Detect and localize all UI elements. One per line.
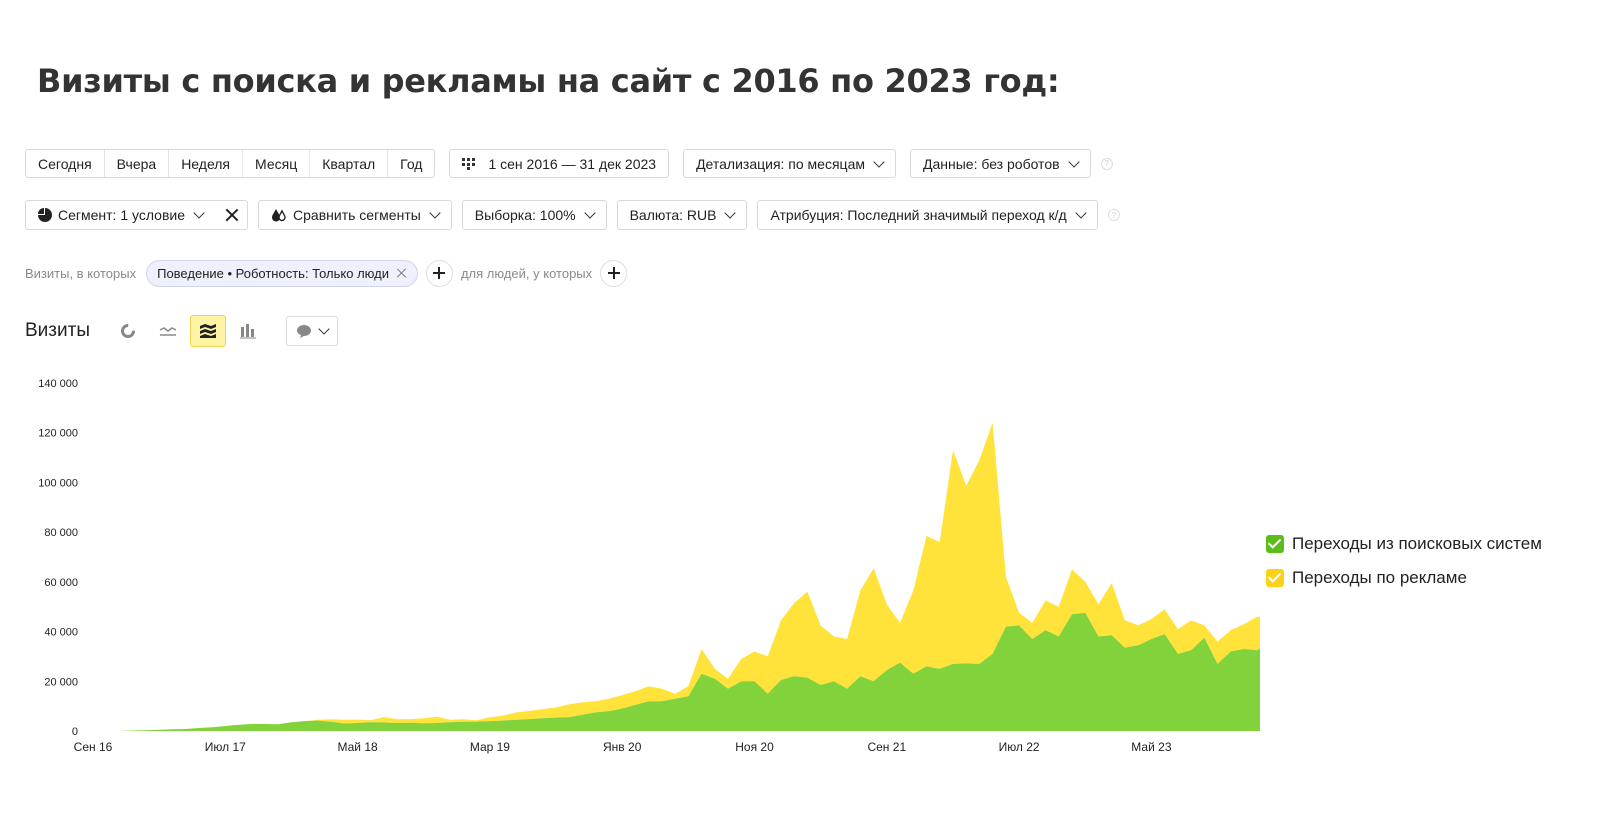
chevron-down-icon	[873, 155, 885, 168]
date-range-label: 1 сен 2016 — 31 дек 2023	[488, 155, 657, 172]
x-tick-label: Мар 19	[470, 740, 510, 754]
x-tick-label: Июл 17	[205, 740, 246, 754]
close-icon[interactable]	[397, 268, 407, 278]
period-today-button[interactable]: Сегодня	[26, 150, 105, 177]
segment-dropdown[interactable]: Сегмент: 1 условие	[25, 200, 249, 230]
detail-dropdown[interactable]: Детализация: по месяцам	[683, 149, 896, 178]
legend-item-ads[interactable]: Переходы по рекламе	[1266, 566, 1542, 590]
comment-icon	[296, 324, 311, 338]
chevron-down-icon	[318, 323, 330, 335]
checkbox-icon[interactable]	[1266, 569, 1284, 587]
period-month-button[interactable]: Месяц	[243, 150, 311, 177]
conditions-middle: для людей, у которых	[460, 265, 593, 281]
period-week-button[interactable]: Неделя	[169, 150, 244, 177]
stacked-area-toggle[interactable]	[189, 315, 226, 347]
x-tick-label: Май 18	[337, 740, 378, 754]
pie-icon	[38, 208, 52, 222]
filters-toolbar: Сегмент: 1 условие Сравнить сегменты Выб…	[25, 200, 1120, 230]
condition-chip[interactable]: Поведение • Роботность: Только люди	[146, 259, 418, 287]
ads-series-area	[93, 422, 1260, 731]
conditions-bar: Визиты, в которых Поведение • Роботность…	[25, 258, 635, 288]
period-switcher: Сегодня Вчера Неделя Месяц Квартал Год	[25, 149, 436, 178]
legend-label-search: Переходы из поисковых систем	[1292, 534, 1542, 553]
legend-item-search[interactable]: Переходы из поисковых систем	[1266, 532, 1542, 556]
line-chart-toggle[interactable]	[150, 315, 186, 347]
notes-dropdown[interactable]	[285, 316, 338, 346]
bar-chart-icon	[239, 324, 256, 339]
chart-title: Визиты	[25, 320, 90, 341]
conditions-prefix: Визиты, в которых	[25, 265, 137, 281]
search-series-area	[93, 612, 1260, 731]
chevron-down-icon	[193, 207, 205, 219]
y-tick-label: 120 000	[38, 428, 78, 440]
add-user-condition-button[interactable]	[600, 259, 628, 287]
visits-area-chart: 0 20 000 40 000 60 000 80 000 100 000 120 000 1…	[38, 378, 1260, 754]
page-title: Визиты с поиска и рекламы на сайт с 2016…	[37, 62, 1060, 100]
help-icon[interactable]: ?	[1107, 209, 1120, 221]
data-filter-label: Данные: без роботов	[922, 155, 1060, 172]
compare-label: Сравнить сегменты	[293, 207, 421, 223]
calendar-icon	[462, 157, 476, 170]
chevron-down-icon	[724, 207, 737, 219]
help-icon[interactable]: ?	[1100, 157, 1113, 170]
close-icon[interactable]	[225, 208, 239, 222]
segment-label: Сегмент: 1 условие	[58, 207, 186, 223]
plus-icon	[607, 267, 620, 279]
y-tick-label: 60 000	[44, 577, 78, 589]
currency-label: Валюта: RUB	[629, 207, 717, 223]
y-tick-label: 40 000	[44, 627, 78, 639]
date-range-picker[interactable]: 1 сен 2016 — 31 дек 2023	[449, 149, 670, 178]
attribution-label: Атрибуция: Последний значимый переход к/…	[770, 207, 1067, 223]
x-tick-label: Янв 20	[603, 740, 642, 754]
y-tick-label: 0	[72, 726, 78, 738]
period-toolbar: Сегодня Вчера Неделя Месяц Квартал Год 1…	[25, 149, 1113, 178]
sample-label: Выборка: 100%	[474, 207, 576, 223]
currency-dropdown[interactable]: Валюта: RUB	[616, 200, 748, 230]
y-tick-label: 20 000	[44, 676, 78, 688]
legend-label-ads: Переходы по рекламе	[1292, 568, 1467, 587]
compare-segments-dropdown[interactable]: Сравнить сегменты	[258, 200, 452, 230]
x-tick-label: Сен 21	[867, 740, 906, 754]
x-tick-label: Ноя 20	[735, 740, 774, 754]
plus-icon	[433, 267, 446, 279]
bar-chart-toggle[interactable]	[230, 315, 266, 347]
period-quarter-button[interactable]: Квартал	[310, 150, 389, 177]
x-tick-label: Июл 22	[999, 740, 1040, 754]
attribution-dropdown[interactable]: Атрибуция: Последний значимый переход к/…	[757, 200, 1098, 230]
visualization-bar: Визиты	[25, 315, 338, 347]
detail-label: Детализация: по месяцам	[696, 155, 865, 172]
line-chart-icon	[159, 327, 177, 336]
drops-icon	[272, 209, 286, 222]
y-tick-label: 100 000	[38, 477, 78, 489]
chevron-down-icon	[1075, 207, 1087, 219]
x-tick-label: Май 23	[1131, 740, 1172, 754]
condition-chip-label: Поведение • Роботность: Только люди	[157, 265, 389, 281]
checkbox-icon[interactable]	[1266, 535, 1284, 553]
y-tick-label: 80 000	[44, 527, 78, 539]
sample-dropdown[interactable]: Выборка: 100%	[461, 200, 607, 230]
pie-chart-toggle[interactable]	[110, 315, 146, 347]
x-tick-label: Сен 16	[74, 740, 113, 754]
data-filter-dropdown[interactable]: Данные: без роботов	[909, 149, 1091, 178]
stacked-area-icon	[199, 324, 216, 338]
chevron-down-icon	[583, 207, 596, 219]
y-tick-label: 140 000	[38, 378, 78, 390]
period-yesterday-button[interactable]: Вчера	[105, 150, 170, 177]
pie-chart-icon	[120, 324, 135, 338]
chart-legend: Переходы из поисковых систем Переходы по…	[1266, 532, 1542, 600]
period-year-button[interactable]: Год	[400, 155, 423, 172]
chevron-down-icon	[1067, 155, 1080, 168]
chevron-down-icon	[429, 207, 441, 219]
add-visit-condition-button[interactable]	[425, 259, 453, 287]
